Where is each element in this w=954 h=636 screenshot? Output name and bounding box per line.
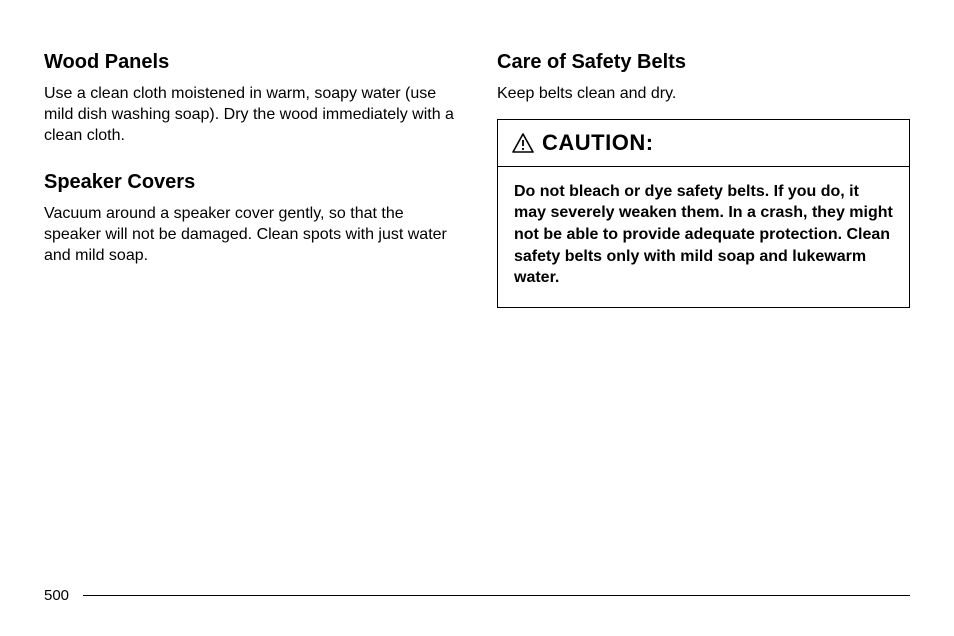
body-wood-panels: Use a clean cloth moistened in warm, soa…	[44, 84, 457, 146]
manual-page: Wood Panels Use a clean cloth moistened …	[0, 0, 954, 636]
heading-wood-panels: Wood Panels	[44, 50, 457, 74]
body-safety-belts: Keep belts clean and dry.	[497, 84, 910, 105]
page-number: 500	[44, 587, 69, 604]
heading-safety-belts: Care of Safety Belts	[497, 50, 910, 74]
section-wood-panels: Wood Panels Use a clean cloth moistened …	[44, 50, 457, 146]
right-column: Care of Safety Belts Keep belts clean an…	[497, 50, 910, 308]
left-column: Wood Panels Use a clean cloth moistened …	[44, 50, 457, 308]
section-speaker-covers: Speaker Covers Vacuum around a speaker c…	[44, 170, 457, 266]
caution-label: CAUTION:	[542, 130, 654, 156]
footer-rule	[83, 595, 910, 596]
section-safety-belts: Care of Safety Belts Keep belts clean an…	[497, 50, 910, 105]
warning-triangle-icon	[512, 133, 534, 153]
page-footer: 500	[44, 587, 910, 604]
body-speaker-covers: Vacuum around a speaker cover gently, so…	[44, 204, 457, 266]
heading-speaker-covers: Speaker Covers	[44, 170, 457, 194]
two-column-layout: Wood Panels Use a clean cloth moistened …	[44, 50, 910, 308]
caution-body: Do not bleach or dye safety belts. If yo…	[498, 167, 909, 307]
caution-box: CAUTION: Do not bleach or dye safety bel…	[497, 119, 910, 308]
caution-header: CAUTION:	[498, 120, 909, 167]
